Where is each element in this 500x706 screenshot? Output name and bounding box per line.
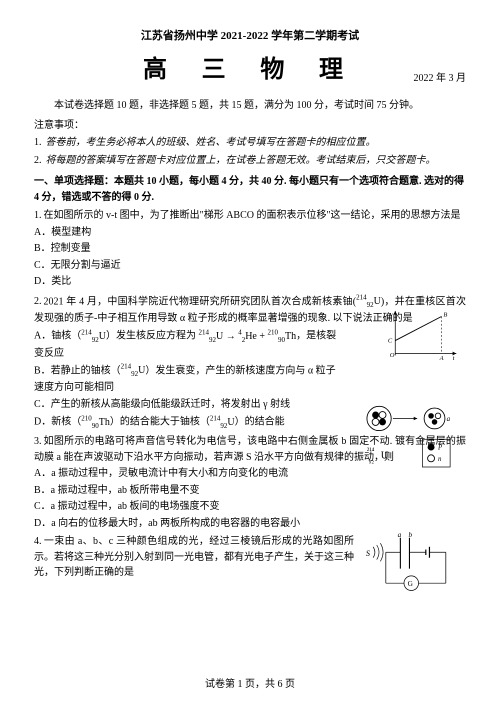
svg-text:t: t	[453, 355, 455, 362]
svg-text:₉₂: ₉₂	[369, 455, 375, 464]
title-main: 高 三 物 理	[143, 51, 357, 88]
intro-text: 本试卷选择题 10 题，非选择题 5 题，共 15 题，满分为 100 分，考试…	[34, 98, 466, 114]
q2-stem-a: 2021 年 4 月，中国科学院近代物理研究所研究团队首次合成新核素铀(	[44, 296, 357, 307]
isotope-u214: 21492U	[356, 296, 381, 307]
notice-heading: 注意事项：	[34, 118, 466, 134]
q2-a-1: 铀核（	[51, 331, 81, 342]
q2-c-text: 产生的新核从高能级向低能级跃迁时，将发射出 γ 射线	[51, 399, 290, 410]
svg-text:v: v	[390, 312, 393, 319]
q1-opt-b: B．控制变量	[34, 241, 466, 257]
svg-text:G: G	[408, 580, 414, 588]
page-footer: 试卷第 1 页，共 6 页	[0, 677, 500, 693]
q3-opt-c: C．a 振动过程中，ab 板间的电场强度不变	[34, 499, 356, 515]
q1-opt-d-text: 类比	[51, 276, 71, 287]
q2-b-1: 若静止的铀核（	[51, 365, 121, 376]
q1-stem: 1.在如图所示的 v-t 图中，为了推断出"梯形 ABCO 的面积表示位移"这一…	[34, 208, 466, 224]
q4-stem: 4.一束由 a、b、c 三种颜色组成的光，经过三棱镜后形成的光路如图所示。若将这…	[34, 534, 354, 581]
q4-stem-text: 一束由 a、b、c 三种颜色组成的光，经过三棱镜后形成的光路如图所示。若将这三种…	[34, 536, 354, 578]
svg-text:P: P	[437, 445, 443, 452]
q2-opt-d: D．新核（21090Th）的结合能大于铀核（21492U）的结合能	[34, 413, 344, 431]
q3-b-text: a 振动过程中，ab 板所带电量不变	[51, 485, 200, 496]
isotope-b1: 21492U	[121, 365, 146, 376]
q1-opt-a: A．模型建构	[34, 225, 466, 241]
isotope-d2: 21492U	[210, 417, 235, 428]
svg-text:U: U	[381, 450, 389, 461]
q3-a-text: a 振动过程中，灵敏电流计中有大小和方向变化的电流	[51, 468, 288, 479]
note-2-text: 将每题的答案填写在答题卡对应位置上，在试卷上答题无效。考试结束后，只交答题卡。	[46, 155, 436, 166]
svg-text:A: A	[439, 355, 444, 362]
q3-opt-d: D．a 向右的位移最大时，ab 两板所构成的电容器的电容最小	[34, 516, 356, 532]
q3-d-text: a 向右的位移最大时，ab 两板所构成的电容器的电容最小	[51, 518, 300, 529]
q1-opt-d: D．类比	[34, 274, 466, 290]
title-row: 高 三 物 理 2022 年 3 月	[34, 51, 466, 88]
q2-d-3: ）的结合能	[235, 417, 285, 428]
svg-text:a: a	[447, 416, 451, 423]
svg-text:a: a	[398, 532, 402, 539]
q3-opt-a: A．a 振动过程中，灵敏电流计中有大小和方向变化的电流	[34, 466, 356, 482]
q1-opt-c: C．无限分割与逼近	[34, 258, 466, 274]
q1-stem-text: 在如图所示的 v-t 图中，为了推断出"梯形 ABCO 的面积表示位移"这一结论…	[44, 210, 461, 221]
q1-opt-a-text: 模型建构	[51, 227, 91, 238]
figure-circuit: S a b G	[364, 532, 464, 598]
svg-text:B: B	[443, 312, 447, 319]
title-date: 2022 年 3 月	[414, 71, 467, 87]
figure-vt-graph: O A t v B C	[386, 307, 460, 363]
part1-heading-text: 一、单项选择题：本题共 10 小题，每小题 4 分，共 40 分. 每小题只有一…	[34, 176, 464, 203]
figure-nuclear: a P n ²¹⁴ ₉₂ U	[360, 404, 464, 478]
note-1-text: 答卷前，考生务必将本人的班级、姓名、考试号填写在答题卡的相应位置。	[46, 137, 376, 148]
question-1: 1.在如图所示的 v-t 图中，为了推断出"梯形 ABCO 的面积表示位移"这一…	[34, 208, 466, 290]
isotope-th: 21090Th	[81, 417, 110, 428]
svg-text:²¹⁴: ²¹⁴	[367, 446, 375, 455]
note-2: 2.将每题的答案填写在答题卡对应位置上，在试卷上答题无效。考试结束后，只交答题卡…	[34, 153, 466, 169]
exam-header: 江苏省扬州中学 2021-2022 学年第二学期考试	[34, 28, 466, 45]
q2-opt-c: C．产生的新核从高能级向低能级跃迁时，将发射出 γ 射线	[34, 397, 344, 413]
q2-d-1: 新核（	[51, 417, 81, 428]
q3-opt-b: B．a 振动过程中，ab 板所带电量不变	[34, 483, 356, 499]
q1-opt-c-text: 无限分割与逼近	[51, 260, 121, 271]
svg-text:S: S	[366, 549, 370, 558]
svg-text:O: O	[390, 352, 395, 359]
reaction: 21492U → 42He + 21090Th	[198, 331, 296, 342]
svg-text:C: C	[388, 337, 393, 344]
svg-text:n: n	[438, 456, 442, 463]
q2-a-2: ）发生核反应方程为	[106, 331, 196, 342]
q1-opt-b-text: 控制变量	[51, 243, 91, 254]
q2-opt-a: A．铀核（21492U）发生核反应方程为 21492U → 42He + 210…	[34, 327, 344, 361]
q2-opt-b: B．若静止的铀核（21492U）发生衰变，产生的新核速度方向与 α 粒子速度方向…	[34, 362, 344, 396]
q3-c-text: a 振动过程中，ab 板间的电场强度不变	[51, 501, 220, 512]
q2-d-2: ）的结合能大于铀核（	[110, 417, 210, 428]
note-1: 1.答卷前，考生务必将本人的班级、姓名、考试号填写在答题卡的相应位置。	[34, 135, 466, 151]
part1-heading: 一、单项选择题：本题共 10 小题，每小题 4 分，共 40 分. 每小题只有一…	[34, 174, 466, 205]
question-4: 4.一束由 a、b、c 三种颜色组成的光，经过三棱镜后形成的光路如图所示。若将这…	[34, 534, 354, 581]
svg-text:b: b	[409, 532, 413, 539]
isotope-a1: 21492U	[81, 331, 106, 342]
